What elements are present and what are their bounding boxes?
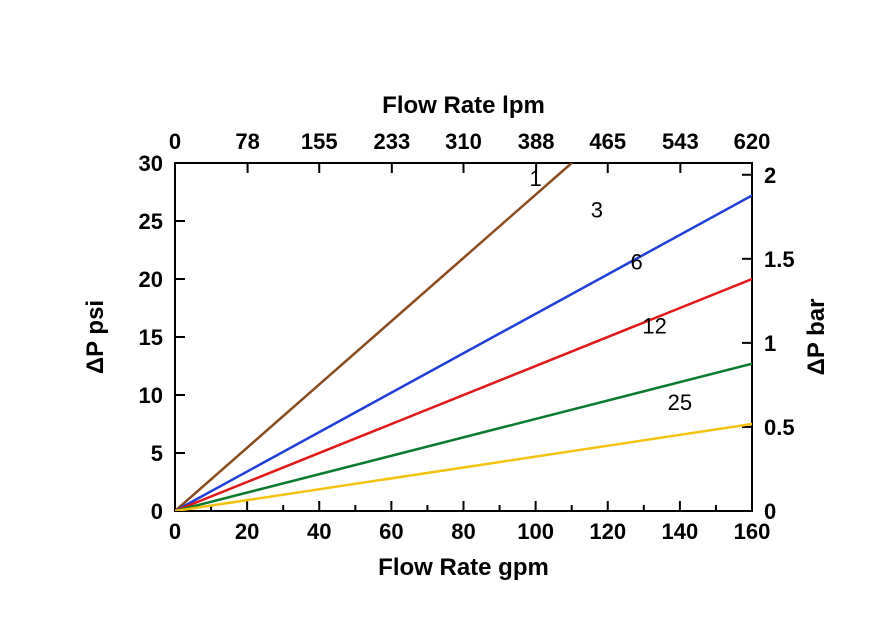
y-right-tick-label: 2 <box>764 163 776 188</box>
x-top-tick-label: 388 <box>518 129 555 154</box>
x-bottom-tick-label: 80 <box>451 519 475 544</box>
y-left-tick-label: 10 <box>139 383 163 408</box>
chart-svg: 020406080100120140160Flow Rate gpm078155… <box>0 0 882 626</box>
x-top-tick-label: 0 <box>169 129 181 154</box>
x-top-tick-label: 233 <box>373 129 410 154</box>
x-top-tick-label: 155 <box>301 129 338 154</box>
y-left-tick-label: 0 <box>151 499 163 524</box>
y-left-tick-label: 15 <box>139 325 163 350</box>
series-label-1: 1 <box>530 166 542 191</box>
series-label-6: 6 <box>630 250 642 275</box>
x-top-tick-label: 310 <box>445 129 482 154</box>
x-bottom-tick-label: 140 <box>662 519 699 544</box>
pressure-drop-chart: 020406080100120140160Flow Rate gpm078155… <box>0 0 882 626</box>
y-left-tick-label: 25 <box>139 209 163 234</box>
series-label-25: 25 <box>668 390 692 415</box>
x-bottom-tick-label: 40 <box>307 519 331 544</box>
x-top-tick-label: 620 <box>734 129 771 154</box>
x-bottom-tick-label: 60 <box>379 519 403 544</box>
y-right-tick-label: 0 <box>764 499 776 524</box>
x-bottom-tick-label: 20 <box>235 519 259 544</box>
y-left-title: ΔP psi <box>82 300 109 374</box>
x-bottom-tick-label: 100 <box>517 519 554 544</box>
y-left-tick-label: 30 <box>139 151 163 176</box>
series-label-3: 3 <box>591 198 603 223</box>
y-right-title: ΔP bar <box>803 299 830 376</box>
x-top-tick-label: 78 <box>235 129 259 154</box>
y-right-tick-label: 0.5 <box>764 415 795 440</box>
y-right-tick-label: 1.5 <box>764 247 795 272</box>
x-top-tick-label: 543 <box>662 129 699 154</box>
x-bottom-tick-label: 0 <box>169 519 181 544</box>
x-bottom-tick-label: 120 <box>589 519 626 544</box>
series-label-12: 12 <box>642 314 666 339</box>
y-left-tick-label: 20 <box>139 267 163 292</box>
y-right-tick-label: 1 <box>764 331 776 356</box>
x-top-title: Flow Rate lpm <box>382 92 545 119</box>
y-left-tick-label: 5 <box>151 441 163 466</box>
x-top-tick-label: 465 <box>589 129 626 154</box>
x-bottom-title: Flow Rate gpm <box>378 554 549 581</box>
